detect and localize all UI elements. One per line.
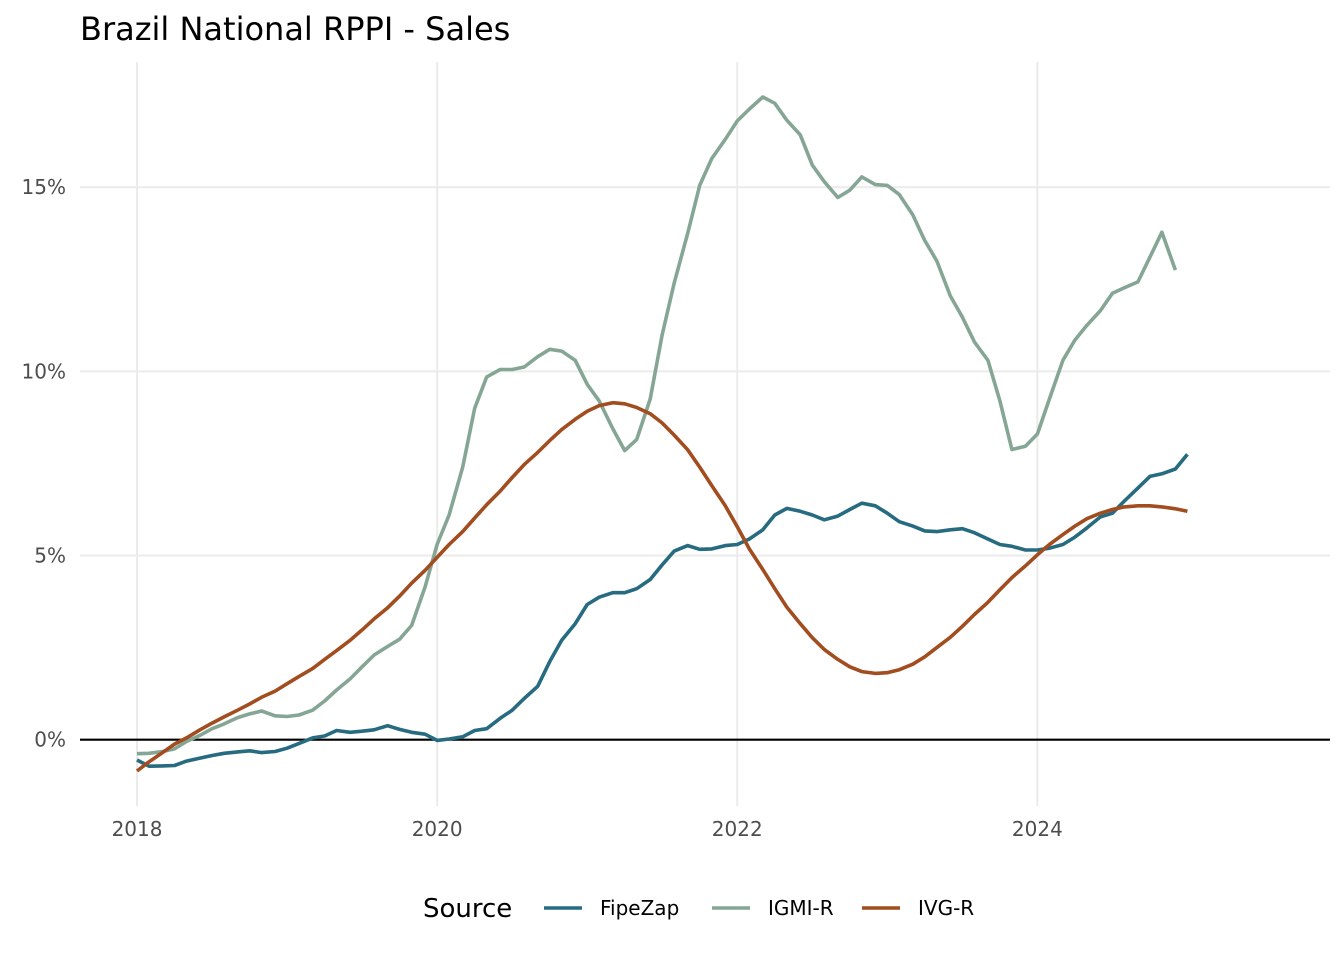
series-lines [135,95,1189,773]
legend: Source FipeZap IGMI-R IVG-R [423,894,974,924]
series-line-ivg-r [135,400,1188,773]
legend-label-fipezap: FipeZap [600,896,679,920]
y-tick-label: 0% [34,728,66,752]
legend-title: Source [423,894,512,924]
legend-label-ivg-r: IVG-R [918,896,974,920]
x-tick-label: 2020 [412,817,463,841]
legend-label-igmi-r: IGMI-R [768,896,834,920]
chart-title: Brazil National RPPI - Sales [80,10,510,48]
y-tick-label: 15% [22,175,66,199]
x-tick-label: 2024 [1012,817,1063,841]
grid-lines [80,62,1330,806]
x-tick-label: 2018 [112,817,163,841]
series-line-igmi-r [136,95,1178,756]
series-line-fipezap [136,453,1189,769]
y-tick-label: 10% [22,359,66,383]
axis-labels: 0% 5% 10% 15% 2018 2020 2022 2024 [22,175,1063,841]
x-tick-label: 2022 [712,817,763,841]
y-tick-label: 5% [34,544,66,568]
